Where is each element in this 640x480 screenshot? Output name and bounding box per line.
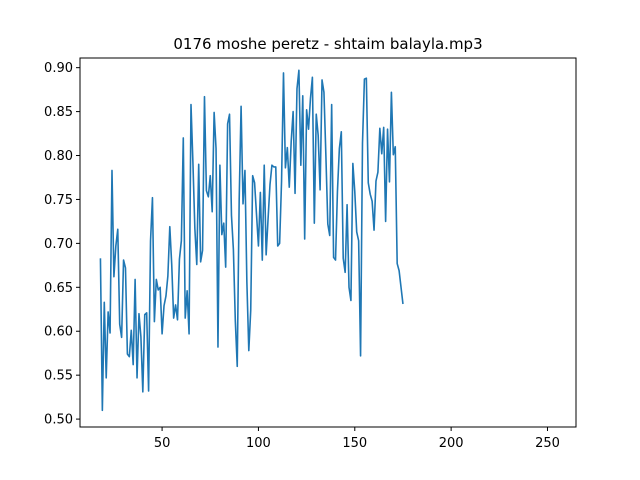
y-tick-label: 0.85	[44, 105, 73, 120]
y-axis: 0.50 0.55 0.60 0.65 0.70 0.75 0.80 0.85 0.90	[44, 61, 80, 428]
x-tick-label: 50	[154, 436, 171, 451]
y-tick-label: 0.50	[44, 413, 73, 428]
y-tick-label: 0.80	[44, 149, 73, 164]
y-tick-label: 0.55	[44, 369, 73, 384]
x-tick-label: 100	[246, 436, 271, 451]
y-tick-label: 0.70	[44, 237, 73, 252]
series-layer	[99, 69, 404, 412]
x-axis: 50 100 150 200 250	[154, 427, 560, 451]
x-tick-label: 150	[342, 436, 367, 451]
y-tick-label: 0.65	[44, 281, 73, 296]
y-tick-label: 0.90	[44, 61, 73, 76]
y-tick-label: 0.60	[44, 325, 73, 340]
y-tick-label: 0.75	[44, 193, 73, 208]
x-tick-label: 200	[439, 436, 464, 451]
x-tick-label: 250	[535, 436, 560, 451]
series-line	[99, 69, 404, 412]
chart-title: 0176 moshe peretz - shtaim balayla.mp3	[173, 35, 482, 53]
axes-frame	[79, 57, 577, 428]
